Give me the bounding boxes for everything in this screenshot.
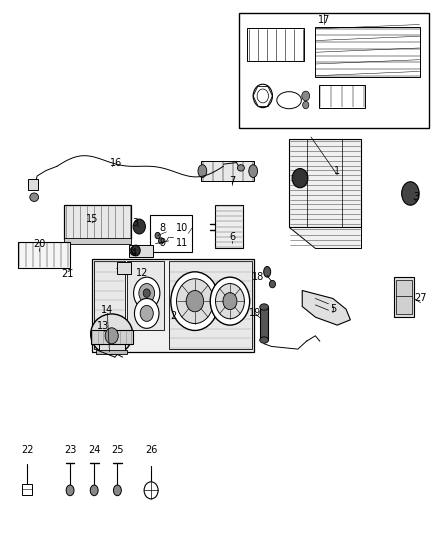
Text: 4: 4 <box>131 248 137 258</box>
Text: 20: 20 <box>33 239 46 249</box>
Bar <box>150 215 192 252</box>
Ellipse shape <box>30 193 39 201</box>
Ellipse shape <box>237 165 244 171</box>
Bar <box>96 350 127 354</box>
Text: 16: 16 <box>110 158 122 167</box>
Ellipse shape <box>134 298 159 328</box>
Polygon shape <box>289 227 361 248</box>
Bar <box>394 277 414 317</box>
Ellipse shape <box>139 284 155 303</box>
Bar <box>22 484 32 495</box>
Ellipse shape <box>302 91 310 101</box>
Ellipse shape <box>143 289 150 297</box>
Bar <box>91 330 133 344</box>
Bar <box>239 13 429 128</box>
Ellipse shape <box>277 92 301 109</box>
Bar <box>319 85 365 108</box>
Text: 21: 21 <box>62 270 74 279</box>
Ellipse shape <box>249 165 258 177</box>
Ellipse shape <box>292 168 308 188</box>
Polygon shape <box>302 290 350 325</box>
Bar <box>247 28 304 61</box>
Text: 3: 3 <box>133 218 139 228</box>
Ellipse shape <box>260 304 268 310</box>
Bar <box>396 280 412 314</box>
Ellipse shape <box>264 266 271 277</box>
Ellipse shape <box>223 293 237 310</box>
Text: 2: 2 <box>170 311 176 320</box>
Ellipse shape <box>140 305 153 321</box>
Text: 7: 7 <box>229 176 235 186</box>
Ellipse shape <box>171 272 219 330</box>
Text: 26: 26 <box>145 446 157 455</box>
Ellipse shape <box>215 284 244 319</box>
Ellipse shape <box>186 290 204 312</box>
Bar <box>169 261 252 349</box>
Ellipse shape <box>159 238 164 244</box>
Text: 15: 15 <box>86 214 98 223</box>
Bar <box>260 307 268 340</box>
Ellipse shape <box>113 485 121 496</box>
Bar <box>18 242 70 268</box>
Ellipse shape <box>133 219 145 234</box>
Text: 10: 10 <box>176 223 188 233</box>
Bar <box>117 262 131 274</box>
Ellipse shape <box>260 337 268 343</box>
Ellipse shape <box>134 277 160 309</box>
Ellipse shape <box>253 84 272 108</box>
Ellipse shape <box>402 182 419 205</box>
Text: 13: 13 <box>97 321 109 331</box>
Ellipse shape <box>303 101 309 109</box>
Text: 1: 1 <box>334 166 340 175</box>
Bar <box>129 245 153 257</box>
Text: 24: 24 <box>88 446 100 455</box>
Text: 18: 18 <box>252 272 265 282</box>
Text: 9: 9 <box>159 238 165 247</box>
Text: 19: 19 <box>249 309 261 318</box>
Bar <box>28 179 38 190</box>
Ellipse shape <box>155 232 160 239</box>
Ellipse shape <box>130 247 137 255</box>
Text: 25: 25 <box>111 446 124 455</box>
Ellipse shape <box>181 302 197 312</box>
Ellipse shape <box>198 165 207 177</box>
Bar <box>215 205 243 248</box>
Bar <box>92 259 254 352</box>
Ellipse shape <box>66 485 74 496</box>
Bar <box>289 139 361 227</box>
Ellipse shape <box>210 277 250 325</box>
Bar <box>94 261 125 349</box>
Text: 6: 6 <box>229 232 235 242</box>
Text: 12: 12 <box>136 268 148 278</box>
Text: 17: 17 <box>318 15 330 25</box>
Bar <box>64 205 131 239</box>
Text: 27: 27 <box>414 294 427 303</box>
Ellipse shape <box>144 482 158 499</box>
Ellipse shape <box>105 328 118 344</box>
Ellipse shape <box>269 280 276 288</box>
Bar <box>127 261 164 330</box>
Ellipse shape <box>90 485 98 496</box>
Ellipse shape <box>257 89 268 103</box>
Ellipse shape <box>177 279 213 324</box>
Ellipse shape <box>91 314 133 354</box>
Bar <box>201 161 254 181</box>
Text: 14: 14 <box>101 305 113 315</box>
Text: 22: 22 <box>21 446 33 455</box>
Bar <box>315 27 420 77</box>
Text: 23: 23 <box>64 446 76 455</box>
Bar <box>64 238 131 244</box>
Text: 11: 11 <box>176 238 188 247</box>
Text: 3: 3 <box>413 192 419 202</box>
Ellipse shape <box>131 245 140 256</box>
Text: 5: 5 <box>330 304 336 314</box>
Bar <box>99 335 125 352</box>
Text: 8: 8 <box>159 223 165 233</box>
